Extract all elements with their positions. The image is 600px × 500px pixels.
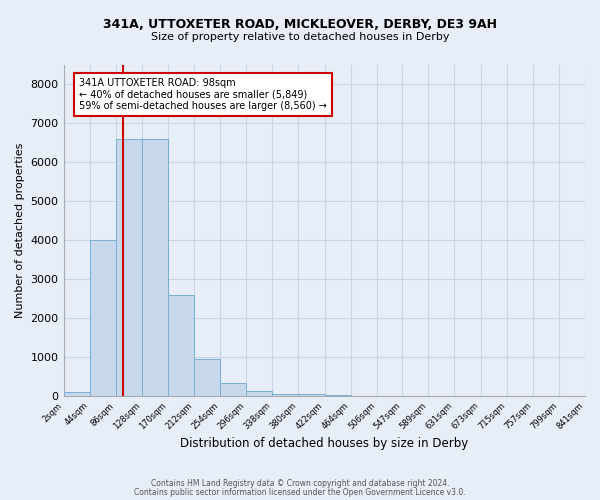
Text: Contains HM Land Registry data © Crown copyright and database right 2024.: Contains HM Land Registry data © Crown c…	[151, 478, 449, 488]
Bar	[89, 240, 116, 396]
Bar	[194, 359, 220, 396]
Bar	[168, 295, 194, 396]
Text: Contains public sector information licensed under the Open Government Licence v3: Contains public sector information licen…	[134, 488, 466, 497]
Bar	[272, 394, 298, 396]
Text: 341A UTTOXETER ROAD: 98sqm
← 40% of detached houses are smaller (5,849)
59% of s: 341A UTTOXETER ROAD: 98sqm ← 40% of deta…	[79, 78, 327, 112]
Bar	[246, 391, 272, 396]
Bar	[298, 394, 325, 396]
Bar	[142, 139, 168, 396]
Bar	[116, 139, 142, 396]
Bar	[64, 392, 89, 396]
Text: Size of property relative to detached houses in Derby: Size of property relative to detached ho…	[151, 32, 449, 42]
Y-axis label: Number of detached properties: Number of detached properties	[15, 143, 25, 318]
Text: 341A, UTTOXETER ROAD, MICKLEOVER, DERBY, DE3 9AH: 341A, UTTOXETER ROAD, MICKLEOVER, DERBY,…	[103, 18, 497, 30]
Bar	[220, 384, 246, 396]
X-axis label: Distribution of detached houses by size in Derby: Distribution of detached houses by size …	[180, 437, 469, 450]
